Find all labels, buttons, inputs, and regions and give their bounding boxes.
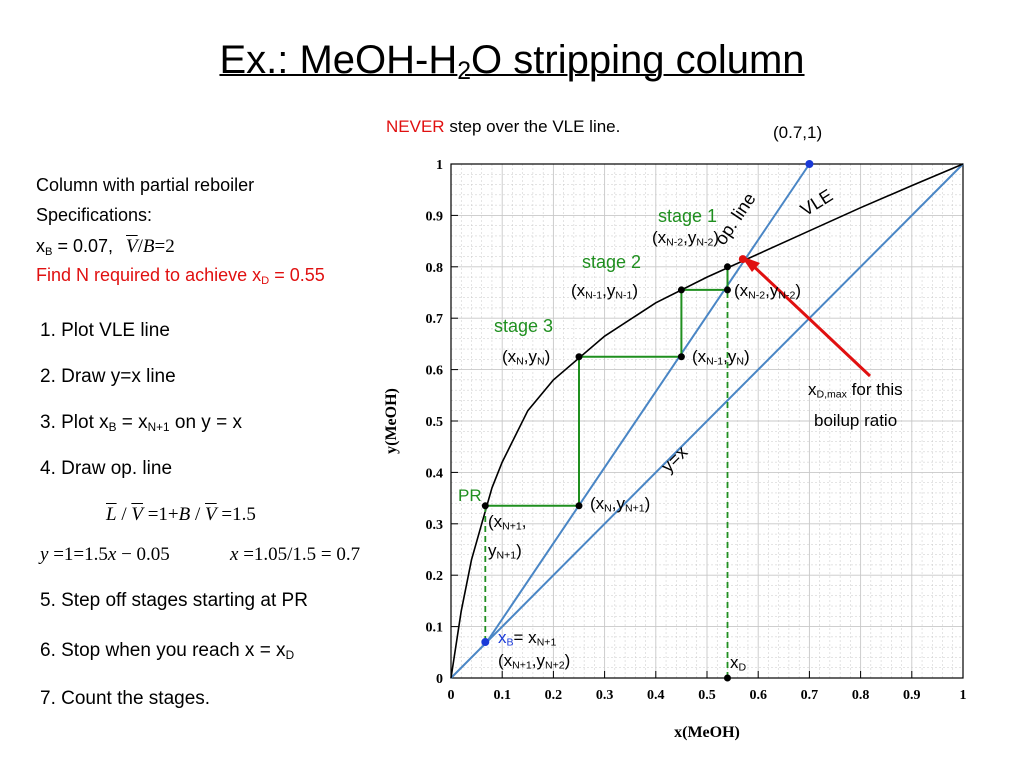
stage-point — [723, 286, 731, 294]
stage-point — [575, 353, 583, 361]
y-tick-label: 0.8 — [426, 261, 444, 276]
xd-label: xD — [730, 653, 747, 674]
xdmax-label: xD,max for this — [808, 380, 903, 401]
y-tick-label: 0 — [436, 672, 443, 687]
equation-x: x =1.05/1.5 = 0.7 — [230, 544, 361, 565]
page-title: Ex.: MeOH-H2O stripping column — [219, 38, 805, 86]
x-tick-label: 0.9 — [903, 688, 921, 703]
stage-point — [677, 286, 685, 294]
label-xn-yn: (xN,yN) — [502, 347, 551, 368]
x-tick-label: 0.8 — [852, 688, 870, 703]
vb-ratio: V/B=2 — [126, 236, 175, 257]
y-tick-label: 1 — [436, 158, 443, 173]
stage-point — [677, 353, 685, 361]
step-5: 5. Step off stages starting at PR — [40, 590, 308, 611]
x-tick-label: 0.7 — [801, 688, 819, 703]
y-tick-label: 0.7 — [426, 312, 444, 327]
step-2: 2. Draw y=x line — [40, 366, 176, 387]
stage-3-label: stage 3 — [494, 316, 554, 336]
x-tick-label: 1 — [960, 688, 967, 703]
stage-2-label: stage 2 — [582, 252, 642, 272]
x-tick-label: 0.1 — [493, 688, 511, 703]
label-xn2-yn2-right: (xN-2,yN-2) — [734, 281, 802, 302]
never-rest: step over the VLE line. — [449, 117, 621, 136]
step-3: 3. Plot xB = xN+1 on y = x — [40, 412, 242, 434]
y-tick-label: 0.5 — [426, 415, 444, 430]
y-tick-label: 0.4 — [426, 466, 444, 481]
label-xn1-yn: (xN-1,yN) — [692, 347, 750, 368]
label-xn1-yn2: (xN+1,yN+2) — [498, 651, 571, 672]
label-yn1-b: yN+1) — [488, 541, 522, 562]
x-tick-label: 0.2 — [545, 688, 563, 703]
point-label-top: (0.7,1) — [773, 123, 823, 142]
stage-point — [723, 674, 731, 682]
chart-ticks: 0 0.1 0.2 0.3 0.4 0.5 0.6 0.7 0.8 0.9 1 0 0.1 0.2 0.3 0… — [426, 158, 967, 703]
never-word: NEVER — [386, 117, 445, 136]
x-axis-label: x(MeOH) — [674, 724, 740, 741]
xdmax-arrow — [746, 259, 872, 378]
label-xn1-a: (xN+1, — [488, 512, 527, 533]
label-xn1-yn1: (xN-1,yN-1) — [571, 281, 639, 302]
label-xn-yn1: (xN,yN+1) — [590, 494, 651, 515]
y-tick-label: 0.1 — [426, 621, 444, 636]
left-line2: Specifications: — [36, 205, 153, 225]
stage-point — [575, 502, 583, 510]
step-6: 6. Stop when you reach x = xD — [40, 640, 295, 662]
x-tick-label: 0.6 — [749, 688, 767, 703]
blue-point — [481, 638, 490, 647]
xb-spec: xB = 0.07, V/B=2 — [36, 236, 175, 258]
blue-point — [805, 160, 814, 168]
find-n-text: Find N required to achieve xD = 0.55 — [36, 265, 325, 287]
y-tick-label: 0.3 — [426, 518, 444, 533]
stage-1-label: stage 1 — [658, 206, 718, 226]
equation-opline: y =1=1.5x − 0.05 — [40, 544, 170, 565]
y-equals-x-line — [450, 163, 964, 679]
xdmax-arrow-head — [741, 256, 760, 272]
operating-line — [485, 163, 811, 643]
y-tick-label: 0.2 — [426, 569, 444, 584]
boilup-label: boilup ratio — [814, 411, 898, 430]
xb-equals-label: xB= xN+1 — [498, 628, 557, 649]
step-1: 1. Plot VLE line — [40, 320, 170, 341]
pr-label: PR — [458, 486, 482, 505]
y-axis-label: y(MeOH) — [383, 388, 400, 454]
stage-point — [723, 263, 731, 271]
x-tick-label: 0.5 — [698, 688, 716, 703]
step-7: 7. Count the stages. — [40, 688, 211, 709]
equation-lv: L / V =1+B / V =1.5 — [106, 504, 256, 525]
y-tick-label: 0.6 — [426, 364, 444, 379]
x-tick-label: 0.4 — [647, 688, 665, 703]
step-4: 4. Draw op. line — [40, 458, 173, 479]
never-note: NEVER step over the VLE line. — [386, 117, 620, 137]
stage-point — [481, 502, 489, 510]
label-xn2-yn2-top: (xN-2,yN-2) — [652, 228, 720, 249]
y-tick-label: 0.9 — [426, 209, 444, 224]
left-line1: Column with partial reboiler — [36, 175, 255, 195]
x-tick-label: 0 — [448, 688, 455, 703]
x-tick-label: 0.3 — [596, 688, 614, 703]
